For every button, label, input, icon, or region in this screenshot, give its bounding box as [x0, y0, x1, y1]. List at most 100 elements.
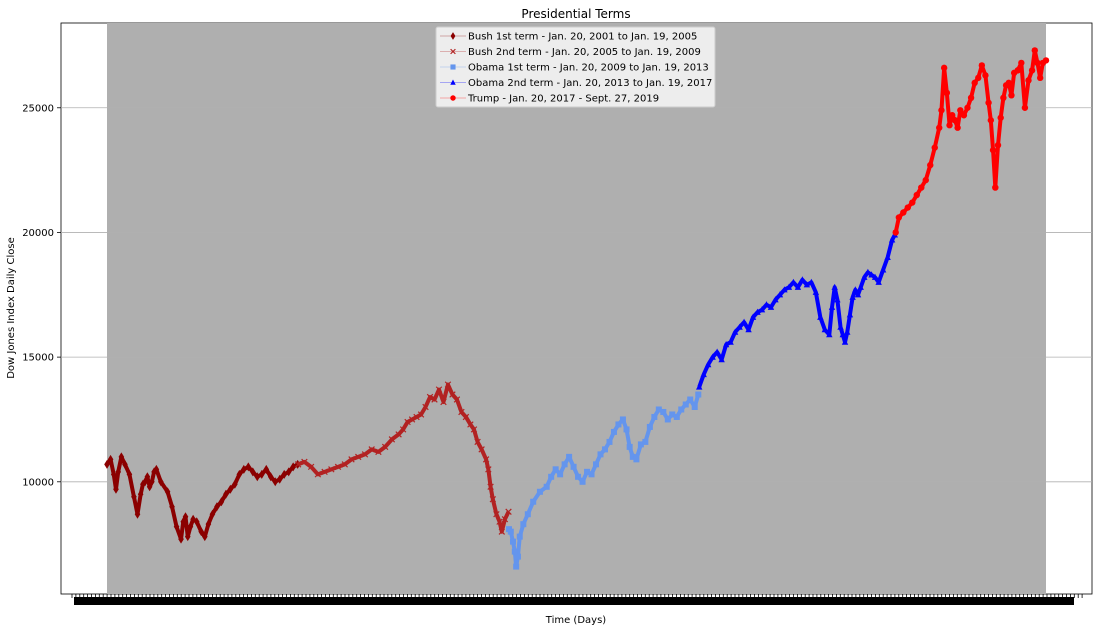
y-tick-label-1: 15000: [22, 353, 54, 364]
legend-label-2: Obama 1st term - Jan. 20, 2009 to Jan. 1…: [468, 63, 709, 74]
data-point-4-11: [938, 107, 945, 114]
data-point-0-27: [190, 514, 196, 524]
y-axis: 10000 15000 20000 25000: [22, 103, 61, 488]
data-point-0-13: [144, 472, 151, 482]
data-point-4-44: [1036, 74, 1044, 82]
data-point-0-0: [104, 459, 110, 469]
data-point-2-24: [601, 446, 608, 453]
data-point-3-16: [767, 303, 775, 310]
data-point-0-40: [245, 462, 252, 472]
data-point-3-30: [828, 303, 836, 310]
data-point-2-38: [660, 408, 667, 415]
data-point-0-39: [241, 464, 247, 474]
data-point-3-33: [837, 323, 844, 330]
data-point-4-3: [904, 204, 912, 211]
data-point-1-35: [482, 456, 490, 463]
data-point-0-1: [107, 454, 114, 464]
data-point-3-29: [826, 331, 833, 338]
data-point-3-20: [785, 283, 793, 290]
data-point-2-13: [552, 466, 559, 473]
x-axis-label: Time (Days): [545, 615, 607, 626]
data-point-4-42: [1031, 47, 1038, 54]
data-point-2-34: [642, 438, 649, 445]
data-point-3-0: [696, 383, 703, 390]
data-point-1-34: [478, 446, 485, 453]
data-point-3-31: [831, 283, 838, 290]
data-point-1-22: [426, 393, 434, 401]
data-point-1-0: [294, 461, 302, 468]
data-point-4-35: [1008, 92, 1015, 99]
data-point-0-34: [218, 497, 225, 507]
data-point-3-39: [852, 286, 859, 293]
data-point-2-25: [606, 438, 613, 445]
data-point-0-45: [267, 472, 274, 482]
data-point-2-33: [637, 441, 644, 448]
data-point-1-24: [435, 386, 443, 393]
data-point-0-43: [258, 469, 265, 479]
data-point-0-5: [118, 452, 125, 462]
data-point-2-7: [520, 521, 527, 528]
series-2: [505, 391, 702, 570]
data-point-3-4: [713, 348, 721, 355]
data-point-4-25: [982, 72, 989, 79]
data-point-2-17: [570, 463, 577, 470]
data-point-3-48: [884, 253, 891, 260]
data-point-2-37: [655, 406, 662, 413]
data-point-1-33: [474, 438, 481, 446]
data-point-1-38: [489, 496, 497, 503]
data-point-3-5: [718, 356, 725, 363]
data-point-3-7: [727, 338, 734, 345]
data-point-2-39: [664, 416, 671, 423]
data-point-0-3: [113, 484, 119, 494]
data-point-0-37: [232, 479, 238, 489]
data-point-2-16: [566, 453, 573, 460]
data-point-1-17: [404, 418, 411, 426]
data-point-3-14: [758, 306, 766, 313]
data-point-0-20: [169, 502, 175, 512]
data-point-3-46: [875, 278, 882, 285]
data-point-0-22: [178, 534, 184, 544]
data-point-1-31: [467, 421, 474, 428]
data-point-1-16: [399, 426, 407, 433]
chart-title: Presidential Terms: [521, 7, 630, 21]
data-point-3-2: [704, 361, 712, 368]
data-point-3-21: [790, 278, 797, 285]
data-point-2-2: [510, 538, 517, 545]
data-point-3-15: [763, 301, 770, 308]
data-point-2-26: [610, 428, 617, 435]
data-point-4-27: [987, 117, 995, 124]
data-point-3-41: [857, 283, 864, 290]
data-point-0-15: [149, 477, 155, 487]
data-point-4-4: [909, 199, 916, 206]
data-point-4-30: [994, 141, 1002, 149]
data-point-0-47: [276, 474, 283, 484]
data-point-0-28: [193, 517, 200, 527]
data-point-3-25: [808, 278, 815, 285]
data-point-2-45: [691, 403, 698, 410]
data-point-4-26: [985, 99, 992, 106]
data-point-2-43: [682, 401, 689, 408]
data-point-4-38: [1018, 59, 1025, 67]
data-point-1-10: [361, 451, 369, 458]
series-layer: [104, 47, 1050, 570]
data-point-1-32: [470, 426, 478, 433]
data-point-4-28: [989, 146, 997, 154]
data-point-3-43: [864, 268, 872, 275]
data-point-0-24: [182, 512, 189, 522]
gridlines: [61, 107, 1092, 483]
data-point-2-4: [513, 563, 520, 570]
data-point-4-14: [946, 122, 953, 129]
data-point-1-9: [355, 453, 362, 461]
data-point-3-47: [879, 266, 887, 273]
data-point-2-20: [584, 468, 591, 475]
legend-label-3: Obama 2nd term - Jan. 20, 2013 to Jan. 1…: [468, 78, 712, 89]
data-point-2-21: [588, 471, 595, 478]
data-point-3-40: [854, 291, 862, 298]
data-point-3-28: [821, 326, 829, 333]
data-point-0-29: [198, 527, 205, 537]
data-point-1-40: [496, 518, 503, 525]
data-point-1-30: [462, 413, 470, 421]
data-point-0-46: [272, 477, 279, 487]
series-3: [696, 231, 899, 390]
data-point-2-1: [507, 528, 514, 535]
